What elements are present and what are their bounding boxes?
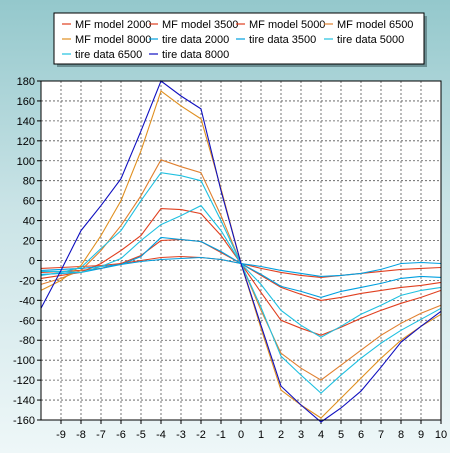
y-tick-label: -20	[19, 275, 35, 287]
legend-entry: MF model 6500	[337, 19, 413, 31]
x-tick-label: -1	[216, 429, 226, 441]
y-tick-label: -80	[19, 335, 35, 347]
plot-border	[40, 80, 442, 421]
y-tick-label: 80	[23, 176, 35, 188]
y-tick-label: 20	[23, 236, 35, 248]
y-tick-label: 40	[23, 216, 35, 228]
legend-entry: tire data 3500	[249, 34, 316, 46]
y-tick-label: -140	[13, 395, 35, 407]
y-tick-label: 120	[17, 136, 35, 148]
x-tick-label: 4	[318, 429, 324, 441]
y-tick-label: -120	[13, 375, 35, 387]
legend: MF model 2000 MF model 3500 MF model 5000 M…	[53, 12, 427, 67]
x-tick-label: -5	[136, 429, 146, 441]
y-tick-label: 180	[17, 76, 35, 88]
y-tick-label: 100	[17, 156, 35, 168]
series-line-tire-data-8000	[40, 80, 442, 423]
y-tick-label: -160	[13, 415, 35, 427]
y-tick-label: 0	[29, 255, 35, 267]
x-tick-label: -3	[176, 429, 186, 441]
y-tick-label: 160	[17, 96, 35, 108]
x-tick-label: 10	[435, 429, 447, 441]
x-tick-label: -8	[76, 429, 86, 441]
legend-entry: MF model 8000	[75, 34, 151, 46]
x-tick-label: 6	[358, 429, 364, 441]
y-tick-label: 60	[23, 196, 35, 208]
x-tick-label: 5	[338, 429, 344, 441]
y-tick-label: -60	[19, 315, 35, 327]
legend-entry: MF model 3500	[162, 19, 238, 31]
x-tick-label: 1	[258, 429, 264, 441]
x-tick-label: -6	[116, 429, 126, 441]
legend-entry: MF model 5000	[249, 19, 325, 31]
x-tick-label: 3	[298, 429, 304, 441]
x-tick-label: 0	[238, 429, 244, 441]
legend-entry: tire data 8000	[162, 49, 229, 61]
legend-entry: tire data 6500	[75, 49, 142, 61]
legend-entry: tire data 5000	[337, 34, 404, 46]
series-lines	[40, 80, 442, 423]
x-tick-label: -7	[96, 429, 106, 441]
x-tick-label: 2	[278, 429, 284, 441]
y-tick-label: -40	[19, 295, 35, 307]
x-tick-label: -9	[56, 429, 66, 441]
y-tick-label: 140	[17, 116, 35, 128]
x-tick-label: 9	[418, 429, 424, 441]
x-tick-label: -4	[156, 429, 166, 441]
gridlines	[37, 80, 442, 424]
legend-entry: MF model 2000	[75, 19, 151, 31]
y-tick-label: -100	[13, 355, 35, 367]
x-tick-label: 7	[378, 429, 384, 441]
x-tick-label: -2	[196, 429, 206, 441]
x-tick-label: 8	[398, 429, 404, 441]
legend-entry: tire data 2000	[162, 34, 229, 46]
